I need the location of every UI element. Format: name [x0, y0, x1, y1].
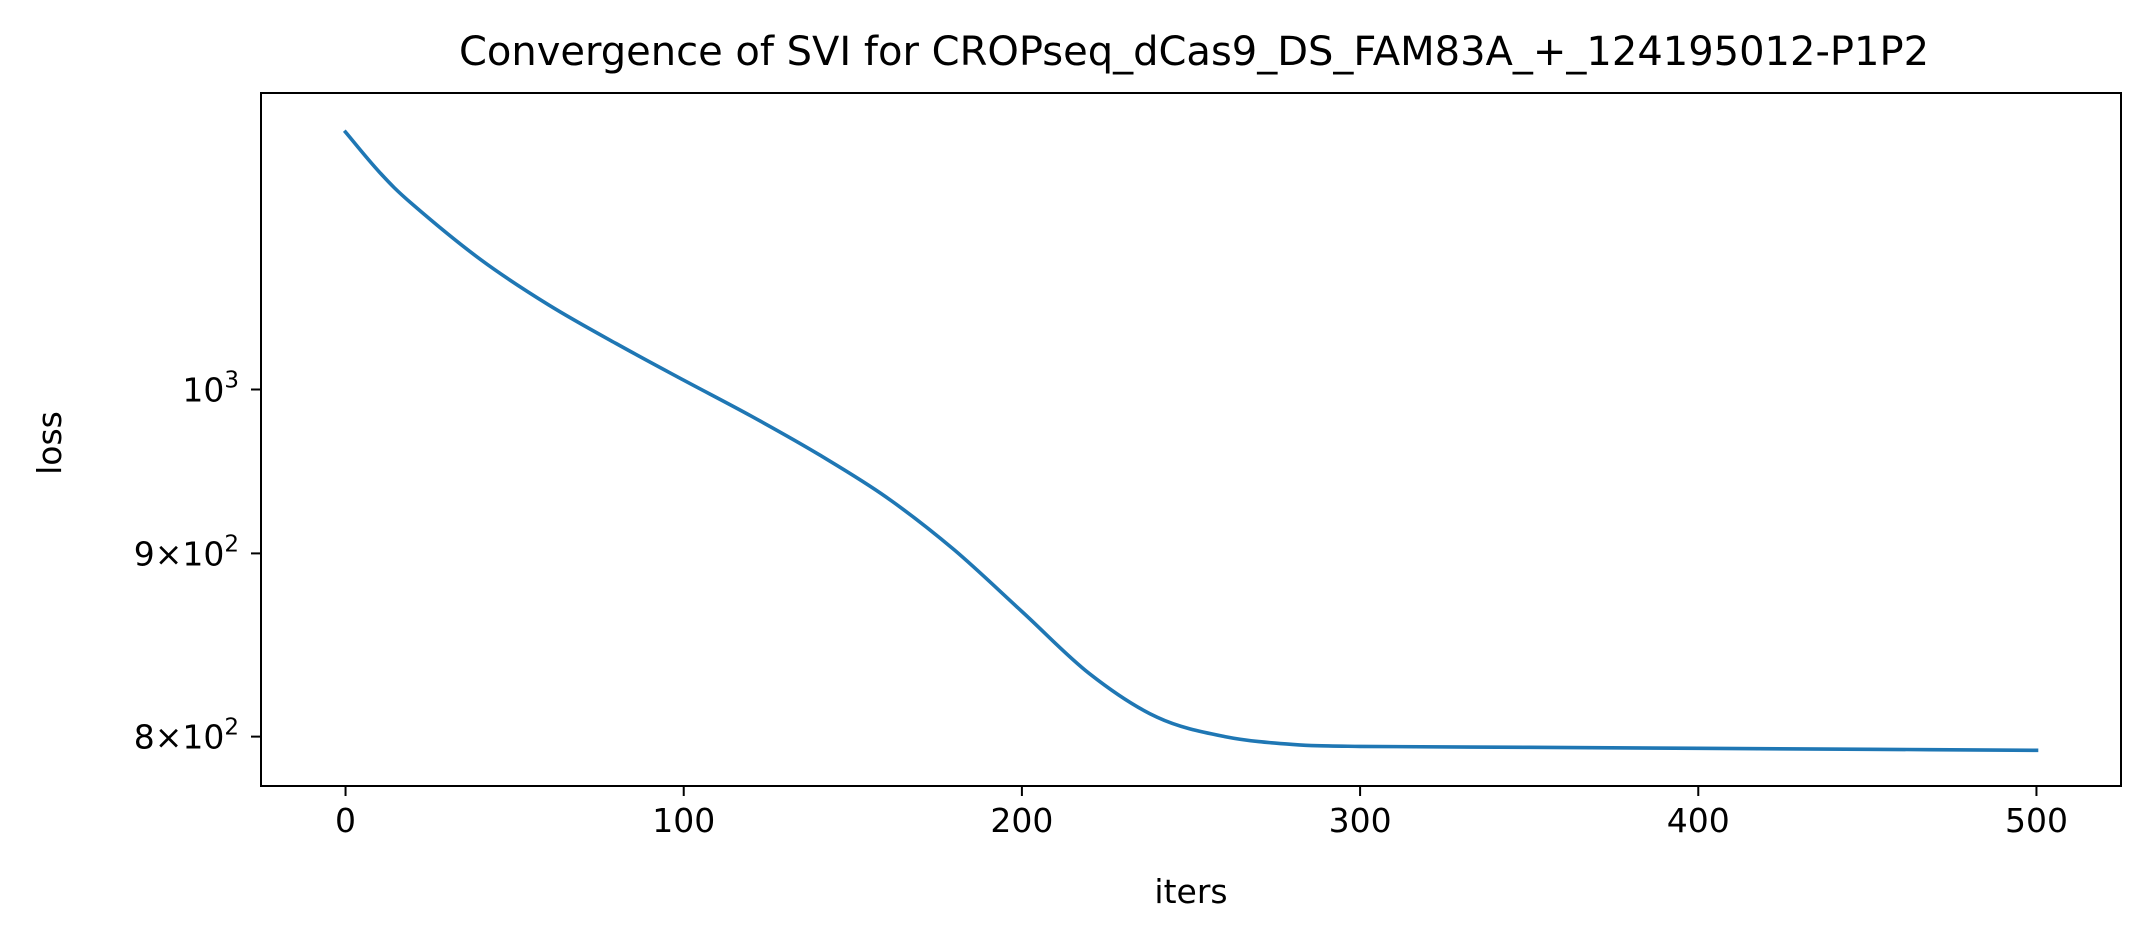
loss-series-line [342, 129, 2039, 753]
y-tick-label: 8×102 [134, 715, 239, 757]
plot-area [260, 92, 2122, 787]
plot-frame [260, 92, 2122, 787]
x-tick-label: 400 [1667, 801, 1730, 840]
x-axis-label: iters [1154, 872, 1227, 911]
y-axis-label: loss [30, 411, 69, 475]
x-tick-label: 100 [652, 801, 715, 840]
x-tick-label: 500 [2005, 801, 2068, 840]
chart-title: Convergence of SVI for CROPseq_dCas9_DS_… [459, 29, 1929, 75]
x-tick-label: 200 [990, 801, 1053, 840]
y-tick-label: 9×102 [134, 531, 239, 573]
y-axis-ticks: 103 9×102 8×102 [134, 368, 261, 757]
y-tick-label: 103 [182, 368, 239, 410]
x-tick-label: 0 [335, 801, 356, 840]
x-axis-ticks: 0 100 200 300 400 500 [335, 786, 2068, 840]
x-tick-label: 300 [1329, 801, 1392, 840]
